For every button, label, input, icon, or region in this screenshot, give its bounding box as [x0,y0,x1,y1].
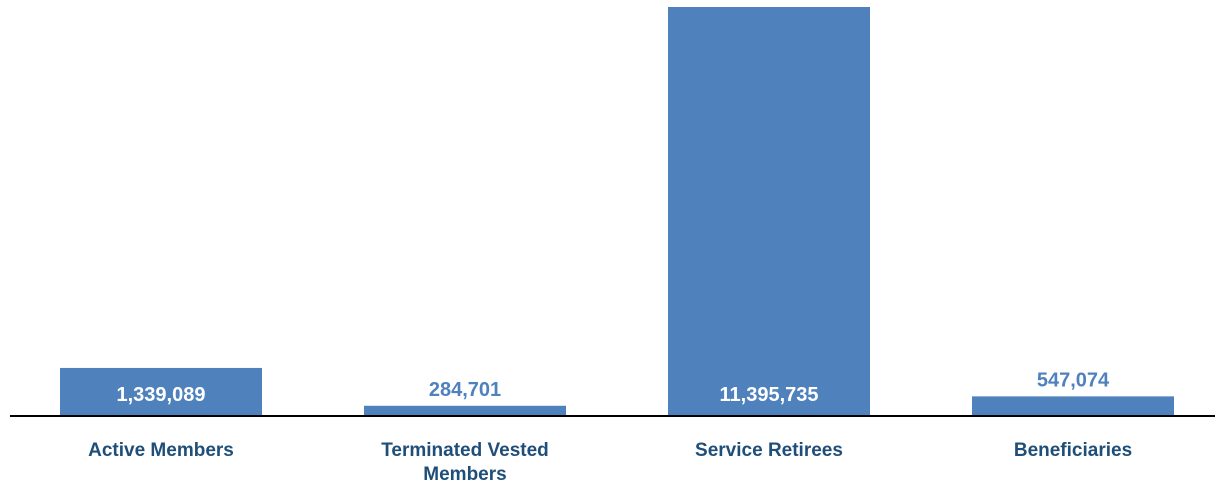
value-label-2: 284,701 [429,379,501,401]
value-label-4: 547,074 [1037,369,1110,391]
category-labels-group: Active Members Terminated Vested Members Se… [88,440,1132,484]
value-label-3: 11,395,735 [720,384,819,406]
bar-1 [60,367,262,416]
category-label-4: Beneficiaries [1014,440,1132,461]
bar-4 [972,396,1174,416]
value-label-1: 1,339,089 [117,384,206,406]
bar-2 [364,405,566,416]
category-label-3: Service Retirees [695,440,843,461]
bars-group: 1,339,089 284,701 11,395,735 547,074 [60,7,1174,416]
category-label-2-line-1: Terminated Vested [381,440,549,461]
category-label-2-line-2: Members [423,464,506,484]
bar-3 [668,7,870,416]
category-label-1: Active Members [88,440,234,461]
